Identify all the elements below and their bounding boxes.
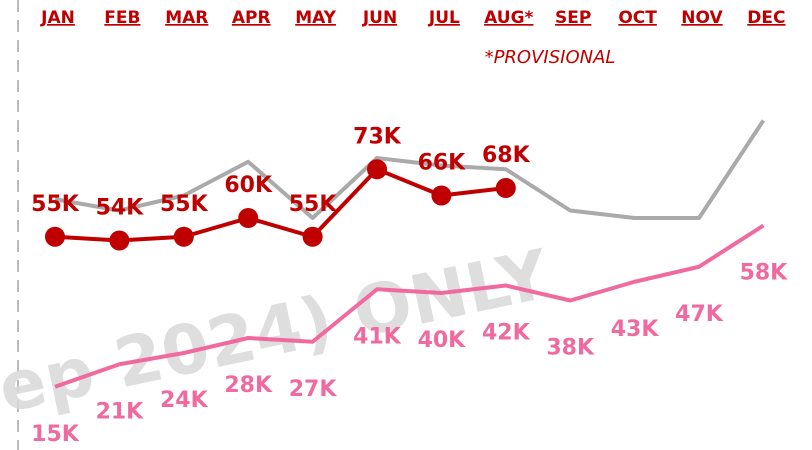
point bbox=[173, 226, 194, 247]
value-label: 38K bbox=[546, 336, 595, 361]
value-label: 73K bbox=[353, 124, 402, 149]
point bbox=[45, 226, 65, 247]
value-label: 42K bbox=[482, 321, 531, 346]
month-label: MAR bbox=[165, 8, 208, 28]
value-label: 68K bbox=[482, 143, 531, 168]
value-label: 43K bbox=[611, 317, 660, 342]
value-label: 58K bbox=[740, 261, 789, 286]
point bbox=[495, 178, 516, 198]
point bbox=[238, 208, 259, 228]
month-label: JAN bbox=[40, 8, 75, 28]
month-label: APR bbox=[232, 8, 271, 28]
value-label: 40K bbox=[418, 328, 467, 353]
series-line bbox=[54, 223, 765, 389]
value-label: 27K bbox=[289, 377, 338, 402]
month-label: OCT bbox=[618, 8, 657, 28]
value-label: 41K bbox=[353, 324, 402, 349]
month-label: DEC bbox=[747, 8, 785, 28]
annotation: *PROVISIONAL bbox=[485, 47, 616, 68]
value-label: 55K bbox=[289, 192, 338, 217]
month-label: FEB bbox=[104, 8, 140, 28]
value-label: 55K bbox=[160, 192, 209, 217]
point bbox=[109, 230, 130, 251]
month-label: JUN bbox=[362, 8, 397, 28]
watermark: ep 2024) ONLY bbox=[0, 235, 556, 429]
value-label: 24K bbox=[160, 388, 209, 413]
value-label: 47K bbox=[675, 302, 724, 327]
month-label: SEP bbox=[555, 8, 591, 28]
series-line bbox=[54, 167, 507, 243]
value-label: 28K bbox=[224, 373, 273, 398]
point bbox=[367, 159, 387, 180]
value-label: 21K bbox=[96, 399, 145, 424]
value-label: 55K bbox=[31, 192, 80, 217]
point bbox=[431, 185, 452, 206]
month-label: JUL bbox=[428, 8, 460, 28]
month-label: AUG* bbox=[484, 8, 533, 28]
value-label: 66K bbox=[418, 151, 467, 176]
month-label: MAY bbox=[295, 8, 336, 28]
month-label: NOV bbox=[681, 8, 723, 28]
value-label: 15K bbox=[31, 422, 80, 447]
value-label: 60K bbox=[224, 173, 273, 198]
point bbox=[302, 226, 323, 247]
series-line bbox=[54, 119, 766, 220]
value-label: 54K bbox=[96, 196, 145, 221]
